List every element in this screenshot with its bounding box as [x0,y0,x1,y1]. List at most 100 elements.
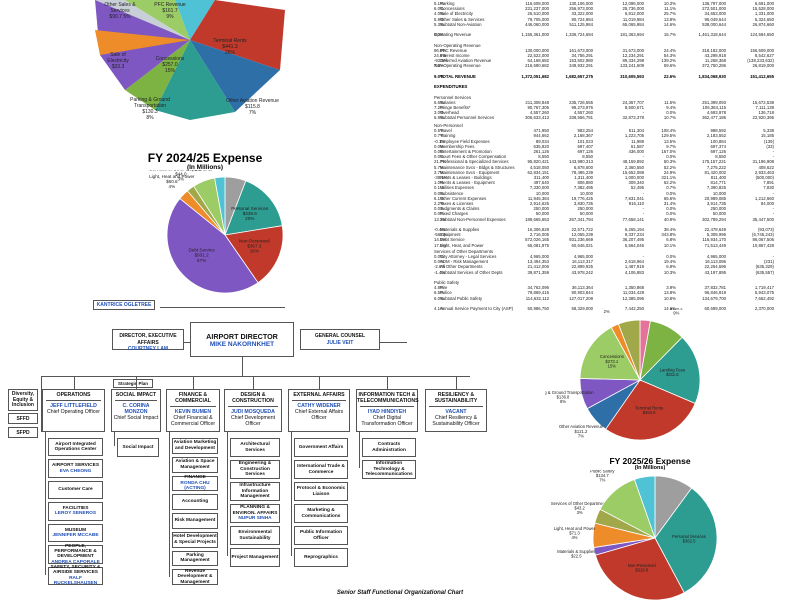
expense-2425-title: FY 2024/25 Expense [147,151,263,165]
table-cell: 50,000 [579,211,593,217]
table-row: Deferred Aviation Revenue 64,168,682 153,5… [434,58,796,63]
table-cell: 79,869,416 [527,290,549,296]
table-cell: 811,400 [710,175,726,180]
table-cell: 43,978,242 [571,269,593,275]
org-unit-label: Marketing & Communications [301,508,341,519]
table-row-label: Maintenance Svcs - Bldgs & Structures [440,164,515,170]
org-unit-hotel-development-special-projects: Hotel Development & Special Projects [172,531,218,548]
org-unit-label: FINANCE [184,475,206,481]
table-cell: 24.6% [434,53,447,58]
org-unit-revenue-development-management: Revenue Development & Management [172,569,218,585]
table-cell: 3.7% [434,169,444,175]
table-cell: 2,914,625 [529,201,549,206]
org-unit-label: AIRPORT SERVICES [51,463,100,469]
table-row: PFC Revenue 130,000,000 161,673,000 31,673,… [434,48,796,53]
org-unit-label: Aviation Marketing and Development [173,440,217,451]
table-row: Maintenance Svcs - Bldgs & Structures 4,5… [434,165,796,170]
table-cell: 1,372,051,682 [521,73,549,79]
table-cell: 20,989,085 [704,195,726,201]
table-cell: 127,017,208 [569,295,593,301]
table-cell: 988,592 [710,128,726,134]
org-unit-environmental-sustainability: Environmental Sustainability [230,526,280,545]
table-cell: 15.7% [663,32,676,38]
table-cell: 10.8% [663,295,676,301]
division-separator [429,406,483,407]
table-cell: 497,540 [533,180,549,186]
table-cell: 38.4% [663,227,676,232]
table-row-label: Entertainment & Promotion [440,149,492,154]
table-cell: 1,682,657,275 [565,73,593,79]
org-unit-airport-services: AIRPORT SERVICES EVA CHEONG [48,459,103,478]
table-cell: 4,693,978 [706,110,726,116]
division-leader-name: CATHY WIDENER [297,403,341,409]
org-unit-label: Airport Integrated Operations Center [54,441,97,453]
org-unit-engineering-construction-services: Engineering & Construction Services [230,460,280,479]
pie-top-label-pfc: PFC Revenue $161.7 9% [154,2,186,20]
table-cell: 0.0% [434,154,444,160]
pie-label-services-of-other-departments: Services of Other Departments $43.2 3% [551,501,608,515]
sffd-box: SFFD [8,413,38,424]
division-operations: OPERATIONS JEFF LITTLEFIELD Chief Operatin… [42,389,105,432]
table-cell: 6.0% [434,295,444,301]
table-cell: (138,233,632) [747,58,774,64]
pie-label-personal-services: Personal Services $339.6 20% [231,206,269,221]
pie-label-other-aviation-revenue: Other Aviation Revenue $121.2 7% [559,424,604,438]
table-cell: -2.8% [434,264,446,270]
table-row: Fringe Benefits* 90,767,305 99,273,976 8,50… [434,105,796,110]
table-cell: 54.3% [663,53,676,58]
table-row: Non-Operating Revenue 216,690,682 349,932,… [434,63,796,68]
table-cell: 19,776,425 [571,195,593,201]
table-cell: 1,834,068,930 [698,73,726,79]
table-cell: 108.4% [661,128,676,134]
table-cell: 43,197,895 [704,269,726,275]
table-row-label: Rents & Leases - Equipment [440,180,495,186]
table-cell: 48,159,892 [622,159,644,165]
pie-label-services-of-other-departments: Services of Other Departments$44.03% [149,170,213,181]
table-cell: 0.0% [666,254,676,259]
table-row-label: Sale of Electricity [440,11,473,17]
division-connector [136,376,137,390]
table-cell: (635,557) [755,269,774,275]
pie-top-labels: Other Sales & Services $90.7 5% PFC Reven… [95,0,335,130]
table-cell: 133,241,609 [620,63,644,69]
table-cell: 306,633,413 [525,115,549,121]
table-cell: 0.0% [434,254,444,259]
counsel-title: GENERAL COUNSEL [314,333,366,339]
table-cell: 7,382,495 [573,185,593,191]
table-cell: 11,019,984 [622,16,644,22]
table-cell: 14.5% [434,237,447,243]
table-cell: 310,605,593 [620,73,644,79]
table-cell: 511,304 [628,128,644,134]
org-unit-leader: NUPUR SINHA [238,516,272,522]
table-row-label: Professional & Specialized Services [440,159,509,165]
table-cell: 8,542,627 [754,53,774,58]
table-cell: 1,350,868 [624,285,644,291]
pie-label-light-heat-and-power: Light, Heat and Power $60.6 4% [149,174,195,189]
table-cell: 61,587 [630,143,644,149]
table-row: Subtotal Services of Other Depts 39,871,3… [434,270,796,275]
table-cell: 216,690,682 [525,63,549,69]
pie-slice-non-personnel [224,225,284,284]
director-down-line [242,357,243,377]
expense-2526-subtitle: (In Millions) [634,465,666,471]
table-cell: 446,060,000 [525,21,549,27]
budget-table-bottom: Non-Personnel Travel 471,950 983,254 511,304… [434,120,796,311]
table-cell: 697,126 [710,149,726,154]
division-connector [73,376,75,390]
table-row: Subtotal Public Safety 114,632,112 127,017… [434,296,796,301]
org-unit-finance: FINANCE RONDA CHU (ACTING) [172,475,218,492]
division-leader-name: JUDI MOSQUEDA [231,409,275,415]
org-unit-project-management: Project Management [230,548,280,567]
table-row: City Attorney - Legal Services 4,965,000 4… [434,254,796,259]
table-row: Light, Heat, and Power 55,081,975 60,646,0… [434,243,796,248]
table-cell: - [642,206,644,212]
sfpd-box: SFPD [8,427,38,438]
table-cell: 1,223,705 [624,133,644,139]
table-row-label: City Attorney - Legal Services [440,254,497,259]
org-unit-label: Social Impact [122,444,154,450]
table-cell: 89,334,298 [622,58,644,64]
table-cell: 79,705,000 [527,16,549,22]
table-cell: 983,254 [577,128,593,134]
expense-2425-subtitle: (In Millions) [186,164,224,171]
org-unit-label: FACILITIES [62,506,89,512]
